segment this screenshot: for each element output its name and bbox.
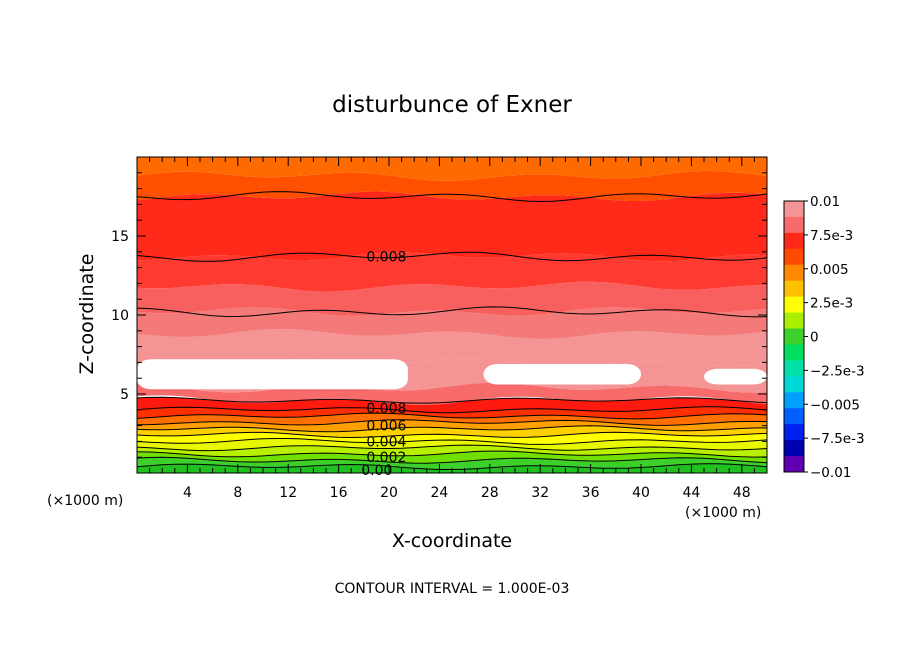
x-axis: 4 8 12 16 20 24 28 32 36 40 44 48 xyxy=(149,157,755,501)
contour-line xyxy=(136,419,768,426)
x-tick-label: 48 xyxy=(733,485,751,501)
colorbar-swatch xyxy=(784,424,804,441)
colorbar-tick-label: 2.5e-3 xyxy=(810,296,853,312)
colorbar-swatch xyxy=(784,344,804,361)
contour-band xyxy=(137,445,767,458)
colorbar-swatch xyxy=(784,248,804,266)
colorbar-tick-label: 0.005 xyxy=(810,262,849,278)
colorbar-tick-label: −0.01 xyxy=(810,465,851,481)
colorbar-swatch xyxy=(784,216,804,234)
contour-line xyxy=(136,450,768,458)
y-tick-label: 10 xyxy=(111,308,129,324)
contour-band xyxy=(137,252,767,292)
colorbar: 0.01 7.5e-3 0.005 2.5e-3 0 −2.5e-3 −0.005 −7.5e… xyxy=(783,194,865,481)
colorbar-swatch xyxy=(784,264,804,282)
x-tick-label: 28 xyxy=(481,485,499,501)
contour-interval-footer: CONTOUR INTERVAL = 1.000E-03 xyxy=(335,581,570,597)
colorbar-swatch xyxy=(784,392,804,409)
colorbar-swatch xyxy=(784,312,804,330)
y-axis: 5 10 15 xyxy=(111,172,767,458)
x-tick-label: 32 xyxy=(531,485,549,501)
x-tick-label: 24 xyxy=(430,485,448,501)
colorbar-swatch xyxy=(784,280,804,298)
plot-area xyxy=(136,157,768,473)
x-tick-label: 16 xyxy=(330,485,348,501)
contour-band xyxy=(137,157,767,181)
contour-band xyxy=(137,432,767,445)
contour-label: 0.002 xyxy=(366,450,406,466)
contour-band xyxy=(137,329,767,368)
colorbar-swatch xyxy=(784,232,804,250)
contour-white-region xyxy=(483,363,641,385)
colorbar-swatch xyxy=(784,408,804,425)
contour-line xyxy=(136,431,768,439)
contour-line xyxy=(136,191,768,203)
contour-label: 0.008 xyxy=(366,401,406,417)
y-axis-label: Z-coordinate xyxy=(76,254,98,375)
contour-band xyxy=(137,281,767,316)
x-tick-label: 12 xyxy=(279,485,297,501)
contour-band xyxy=(137,425,767,438)
contour-white-region xyxy=(137,359,408,390)
colorbar-tick-label: −0.005 xyxy=(810,397,860,413)
colorbar-tick-label: −7.5e-3 xyxy=(810,431,865,447)
x-tick-label: 44 xyxy=(682,485,700,501)
colorbar-tick-label: −2.5e-3 xyxy=(810,363,865,379)
contour-label: 0.00 xyxy=(361,463,392,479)
x-tick-label: 4 xyxy=(183,485,192,501)
contour-line xyxy=(136,456,768,464)
contour-line xyxy=(136,396,768,404)
contour-label: 0.004 xyxy=(366,434,406,450)
x-tick-label: 8 xyxy=(233,485,242,501)
colorbar-tick-label: 7.5e-3 xyxy=(810,228,853,244)
contour-band xyxy=(137,307,767,339)
x-unit-right: (×1000 m) xyxy=(685,505,761,521)
colorbar-swatch xyxy=(784,296,804,314)
contour-line xyxy=(136,438,768,445)
contour-label: 0.008 xyxy=(366,250,406,266)
contour-line xyxy=(136,251,768,262)
contour-line xyxy=(136,406,768,414)
x-tick-label: 40 xyxy=(632,485,650,501)
colorbar-tick-label: 0.01 xyxy=(810,194,840,210)
contour-white-region xyxy=(704,368,767,385)
colorbar-swatch xyxy=(784,360,804,377)
contour-line xyxy=(136,412,768,420)
colorbar-swatch xyxy=(784,376,804,393)
y-tick-label: 5 xyxy=(120,387,129,403)
contour-band xyxy=(137,191,767,262)
contour-band xyxy=(137,463,767,473)
x-unit-left: (×1000 m) xyxy=(47,493,123,509)
y-tick-label: 15 xyxy=(111,229,129,245)
x-tick-label: 36 xyxy=(582,485,600,501)
colorbar-swatch xyxy=(784,328,804,345)
colorbar-swatch xyxy=(784,201,804,218)
x-tick-label: 20 xyxy=(380,485,398,501)
x-axis-label: X-coordinate xyxy=(392,530,512,552)
colorbar-swatch xyxy=(784,456,804,473)
contour-band xyxy=(137,438,767,451)
colorbar-swatch xyxy=(784,440,804,457)
contour-line xyxy=(136,444,768,452)
contour-label: 0.006 xyxy=(366,419,406,435)
colorbar-tick-label: 0 xyxy=(810,330,819,346)
contour-line xyxy=(136,425,768,433)
contour-line xyxy=(136,306,768,318)
chart-title: disturbunce of Exner xyxy=(332,92,572,118)
